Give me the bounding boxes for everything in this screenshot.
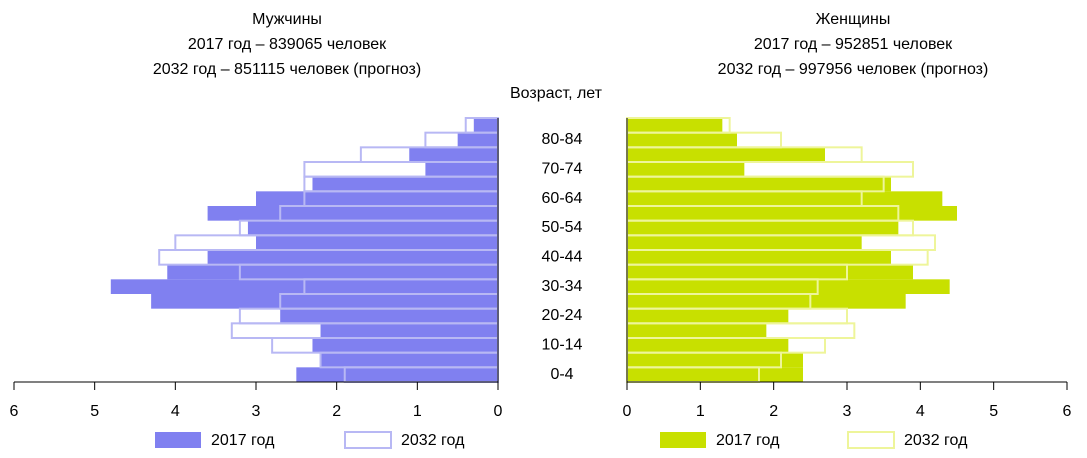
x-tick-label: 4 <box>171 403 180 420</box>
legend-label: 2017 год <box>211 432 275 449</box>
bar <box>256 191 498 206</box>
panel-subtitle: 2032 год – 851115 человек (прогноз) <box>153 61 421 78</box>
category-label: 70-74 <box>542 161 583 178</box>
bar <box>627 338 789 353</box>
bar <box>409 147 498 162</box>
legend-swatch <box>660 432 706 448</box>
x-tick-label: 1 <box>413 403 422 420</box>
panel-title: Мужчины <box>252 11 322 28</box>
category-label: 20-24 <box>542 307 583 324</box>
category-label: 10-14 <box>542 337 583 354</box>
category-label: 40-44 <box>542 249 583 266</box>
bar <box>627 279 950 294</box>
legend-swatch <box>155 432 201 448</box>
category-label: 30-34 <box>542 278 583 295</box>
category-label: 80-84 <box>542 131 583 148</box>
legend-label: 2032 год <box>401 432 465 449</box>
x-tick-label: 6 <box>10 403 19 420</box>
legend-swatch <box>847 431 895 449</box>
x-tick-label: 3 <box>252 403 261 420</box>
y-axis-label: Возраст, лет <box>510 85 603 102</box>
bar <box>320 352 498 368</box>
bar <box>627 220 899 236</box>
panel-subtitle: 2017 год – 952851 человек <box>754 36 953 53</box>
bar <box>627 162 745 177</box>
x-tick-label: 1 <box>696 403 705 420</box>
bar <box>425 162 498 177</box>
category-label: 0-4 <box>550 366 573 383</box>
x-tick-label: 4 <box>916 403 925 420</box>
bar <box>473 118 498 133</box>
legend-label: 2017 год <box>716 432 780 449</box>
x-tick-label: 5 <box>90 403 99 420</box>
bar <box>457 132 498 148</box>
bar <box>627 176 891 192</box>
bar <box>256 235 498 250</box>
bar <box>627 191 943 206</box>
x-tick-label: 2 <box>769 403 778 420</box>
bar <box>207 206 498 221</box>
bar <box>627 206 957 221</box>
legend-swatch <box>344 431 392 449</box>
category-label: 60-64 <box>542 190 583 207</box>
x-tick-label: 2 <box>332 403 341 420</box>
bar <box>167 264 498 280</box>
bar <box>627 147 825 162</box>
bar <box>627 250 891 265</box>
bar <box>312 338 498 353</box>
bar <box>627 308 789 324</box>
bar <box>627 235 862 250</box>
bar <box>627 367 803 382</box>
panel-title: Женщины <box>816 11 891 28</box>
panel-subtitle: 2032 год – 997956 человек (прогноз) <box>718 61 989 78</box>
bar <box>627 118 723 133</box>
bar <box>207 250 498 265</box>
bar <box>627 323 767 338</box>
x-tick-label: 0 <box>494 403 503 420</box>
bar <box>627 264 913 280</box>
x-tick-label: 6 <box>1063 403 1072 420</box>
legend-label: 2032 год <box>904 432 968 449</box>
bar <box>312 176 498 192</box>
bar <box>320 323 498 338</box>
bar <box>247 220 498 236</box>
x-tick-label: 3 <box>843 403 852 420</box>
bar <box>627 294 906 309</box>
bar <box>627 352 803 368</box>
panel-subtitle: 2017 год – 839065 человек <box>188 36 387 53</box>
bar <box>280 308 498 324</box>
bar <box>151 294 498 309</box>
bar <box>296 367 498 382</box>
x-tick-label: 0 <box>623 403 632 420</box>
bar <box>627 132 737 148</box>
category-label: 50-54 <box>542 219 583 236</box>
x-tick-label: 5 <box>989 403 998 420</box>
